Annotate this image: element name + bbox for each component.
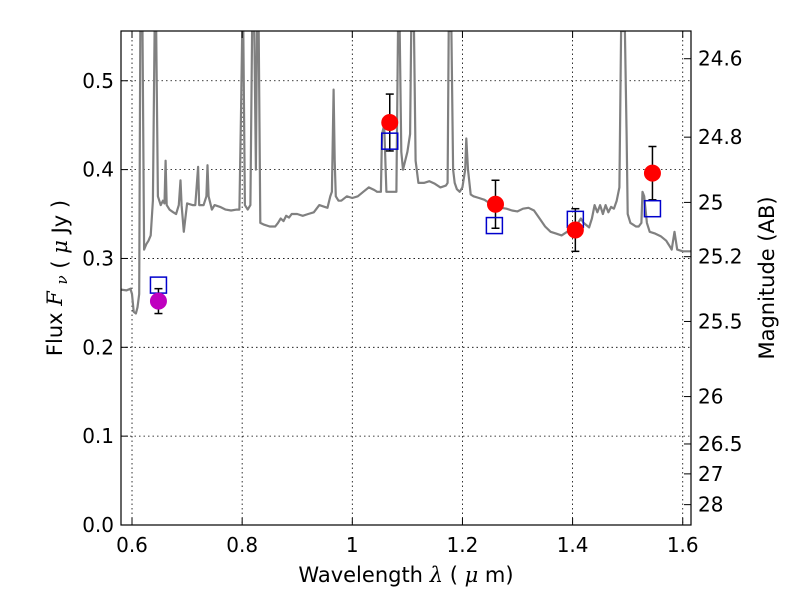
observed-point: [486, 195, 504, 213]
x-tick-label: 0.6: [116, 533, 148, 557]
observed-point: [149, 292, 167, 310]
y2-tick-label: 26.5: [698, 432, 743, 456]
y2-tick-label: 26: [698, 385, 723, 409]
x-tick-label: 1.4: [557, 533, 589, 557]
x-axis-label: Wavelength λ ( μ m): [298, 563, 513, 587]
model-point-box: [381, 132, 399, 150]
y2-tick-label: 25.2: [698, 245, 743, 269]
y-tick-label: 0.2: [82, 335, 114, 359]
x-tick-label: 1: [346, 533, 359, 557]
x-tick-label: 0.8: [226, 533, 258, 557]
y2-tick-label: 24.8: [698, 125, 743, 149]
plot-area: [121, 31, 691, 525]
y2-tick-label: 24.6: [698, 47, 743, 71]
observed-point: [566, 221, 584, 239]
y-tick-label: 0.3: [82, 246, 114, 270]
y-tick-label: 0.5: [82, 69, 114, 93]
y2-tick-label: 25: [698, 190, 723, 214]
x-tick-label: 1.6: [667, 533, 699, 557]
y2-axis-label: Magnitude (AB): [755, 196, 779, 359]
x-tick-label: 1.2: [447, 533, 479, 557]
model-point-box: [643, 199, 662, 218]
y2-tick-label: 28: [698, 493, 723, 517]
tick-labels: 0.6 0.8 1 1.2 1.4 1.6 0.0 0.1 0.2 0.3 0.4 0.5 24.6 24…: [82, 47, 742, 557]
y-axis-label: Flux F ν ( μ Jy ): [43, 200, 72, 356]
model-point-box: [485, 216, 504, 235]
y-tick-label: 0.0: [82, 513, 114, 537]
data-layer: [121, 31, 691, 315]
axes-frame: [120, 30, 692, 526]
y2-tick-label: 27: [698, 462, 723, 486]
y-tick-label: 0.4: [82, 158, 114, 182]
model-spectrum-line: [121, 31, 691, 315]
observed-point: [381, 114, 399, 132]
observed-point: [643, 164, 661, 182]
y2-tick-label: 25.5: [698, 309, 743, 333]
y-tick-label: 0.1: [82, 424, 114, 448]
plot-frame: [120, 30, 692, 526]
